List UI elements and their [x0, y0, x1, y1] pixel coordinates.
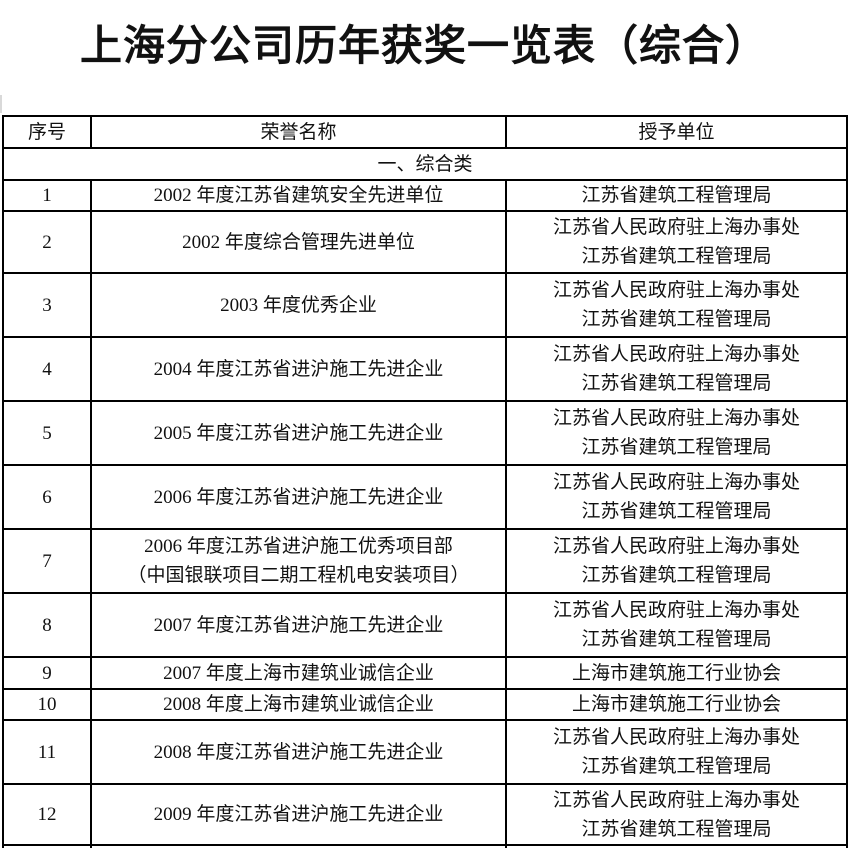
awarding-unit-line: 江苏省建筑工程管理局	[581, 818, 772, 840]
cutoff-cell	[2, 844, 92, 848]
row-index-cell: 6	[2, 464, 92, 530]
cutoff-cell	[505, 844, 848, 848]
honor-name-line: 2009 年度江苏省进沪施工先进企业	[153, 804, 444, 825]
scan-edge-artifact	[0, 95, 2, 113]
row-index-cell: 9	[2, 656, 92, 690]
table-row: 9 2007 年度上海市建筑业诚信企业 上海市建筑施工行业协会	[2, 656, 848, 690]
honor-name-cell: 2003 年度优秀企业	[90, 272, 507, 338]
column-header-awarding-unit: 授予单位	[505, 115, 848, 149]
honor-name-line: 2007 年度江苏省进沪施工先进企业	[153, 614, 444, 636]
table-row: 3 2003 年度优秀企业 江苏省人民政府驻上海办事处 江苏省建筑工程管理局	[2, 272, 848, 338]
cutoff-table-row	[2, 844, 848, 848]
row-index-cell: 7	[2, 528, 92, 594]
row-index-cell: 8	[2, 592, 92, 658]
row-index-cell: 3	[2, 272, 92, 338]
awarding-unit-cell: 江苏省人民政府驻上海办事处 江苏省建筑工程管理局	[505, 272, 848, 338]
awarding-unit-cell: 江苏省人民政府驻上海办事处 江苏省建筑工程管理局	[505, 783, 848, 846]
row-index-cell: 2	[2, 210, 92, 274]
honor-name-line: 2003 年度优秀企业	[220, 294, 377, 316]
table-row: 5 2005 年度江苏省进沪施工先进企业 江苏省人民政府驻上海办事处 江苏省建筑工程管…	[2, 400, 848, 466]
honor-name-cell: 2002 年度江苏省建筑安全先进单位	[90, 179, 507, 212]
honor-name-line: 2002 年度综合管理先进单位	[182, 231, 415, 253]
awarding-unit-line: 江苏省人民政府驻上海办事处	[552, 344, 800, 365]
honor-name-cell: 2006 年度江苏省进沪施工先进企业	[90, 464, 507, 530]
awarding-unit-line: 江苏省人民政府驻上海办事处	[552, 600, 800, 621]
table-row: 6 2006 年度江苏省进沪施工先进企业 江苏省人民政府驻上海办事处 江苏省建筑工程管…	[2, 464, 848, 530]
awarding-unit-line: 江苏省人民政府驻上海办事处	[552, 536, 800, 557]
honor-name-cell: 2009 年度江苏省进沪施工先进企业	[90, 783, 507, 846]
table-row: 12 2009 年度江苏省进沪施工先进企业 江苏省人民政府驻上海办事处 江苏省建筑工程…	[2, 783, 848, 846]
row-index-cell: 4	[2, 336, 92, 402]
awarding-unit-cell: 江苏省人民政府驻上海办事处 江苏省建筑工程管理局	[505, 336, 848, 402]
awarding-unit-cell: 江苏省人民政府驻上海办事处 江苏省建筑工程管理局	[505, 592, 848, 658]
awarding-unit-line: 江苏省建筑工程管理局	[581, 501, 772, 522]
awarding-unit-line: 上海市建筑施工行业协会	[571, 662, 781, 684]
honor-name-line: 2007 年度上海市建筑业诚信企业	[163, 662, 434, 684]
row-index-cell: 12	[2, 783, 92, 846]
awarding-unit-cell: 江苏省人民政府驻上海办事处 江苏省建筑工程管理局	[505, 400, 848, 466]
table-row: 7 2006 年度江苏省进沪施工优秀项目部 （中国银联项目二期工程机电安装项目） 江苏…	[2, 528, 848, 594]
table-row: 8 2007 年度江苏省进沪施工先进企业 江苏省人民政府驻上海办事处 江苏省建筑工程管…	[2, 592, 848, 658]
table-header-row: 序号 荣誉名称 授予单位	[2, 115, 848, 149]
honor-name-cell: 2002 年度综合管理先进单位	[90, 210, 507, 274]
page-title: 上海分公司历年获奖一览表（综合）	[79, 24, 768, 70]
table-row: 10 2008 年度上海市建筑业诚信企业 上海市建筑施工行业协会	[2, 688, 848, 721]
honor-name-line: （中国银联项目二期工程机电安装项目）	[127, 565, 470, 586]
honor-name-cell: 2005 年度江苏省进沪施工先进企业	[90, 400, 507, 466]
awarding-unit-cell: 江苏省人民政府驻上海办事处 江苏省建筑工程管理局	[505, 528, 848, 594]
honor-name-line: 2006 年度江苏省进沪施工优秀项目部	[144, 536, 453, 557]
table-row: 4 2004 年度江苏省进沪施工先进企业 江苏省人民政府驻上海办事处 江苏省建筑工程管…	[2, 336, 848, 402]
awarding-unit-line: 江苏省人民政府驻上海办事处	[552, 217, 800, 238]
cutoff-cell	[90, 844, 507, 848]
awarding-unit-line: 江苏省人民政府驻上海办事处	[552, 789, 800, 811]
awarding-unit-cell: 上海市建筑施工行业协会	[505, 688, 848, 721]
honor-name-cell: 2007 年度上海市建筑业诚信企业	[90, 656, 507, 690]
table-row: 1 2002 年度江苏省建筑安全先进单位 江苏省建筑工程管理局	[2, 179, 848, 212]
row-index-cell: 1	[2, 179, 92, 212]
awarding-unit-line: 江苏省建筑工程管理局	[581, 309, 772, 330]
honor-name-cell: 2004 年度江苏省进沪施工先进企业	[90, 336, 507, 402]
awarding-unit-cell: 江苏省人民政府驻上海办事处 江苏省建筑工程管理局	[505, 464, 848, 530]
awarding-unit-line: 江苏省建筑工程管理局	[581, 437, 772, 458]
awards-table: 序号 荣誉名称 授予单位 一、综合类 1 2002 年度江苏省建筑安全先进单位 江苏…	[2, 115, 848, 848]
awarding-unit-line: 江苏省建筑工程管理局	[581, 373, 772, 394]
awarding-unit-cell: 江苏省人民政府驻上海办事处 江苏省建筑工程管理局	[505, 210, 848, 274]
honor-name-cell: 2008 年度上海市建筑业诚信企业	[90, 688, 507, 721]
column-header-honor-name: 荣誉名称	[90, 115, 507, 149]
awarding-unit-cell: 江苏省建筑工程管理局	[505, 179, 848, 212]
awarding-unit-line: 江苏省建筑工程管理局	[581, 246, 772, 267]
table-row: 2 2002 年度综合管理先进单位 江苏省人民政府驻上海办事处 江苏省建筑工程管理局	[2, 210, 848, 274]
column-header-index: 序号	[2, 115, 92, 149]
honor-name-line: 2008 年度上海市建筑业诚信企业	[163, 694, 434, 715]
awarding-unit-line: 江苏省建筑工程管理局	[581, 565, 772, 586]
honor-name-line: 2005 年度江苏省进沪施工先进企业	[153, 422, 444, 444]
awarding-unit-line: 江苏省人民政府驻上海办事处	[552, 408, 800, 429]
awarding-unit-line: 江苏省人民政府驻上海办事处	[552, 472, 800, 493]
awarding-unit-line: 江苏省建筑工程管理局	[581, 185, 772, 206]
honor-name-line: 2006 年度江苏省进沪施工先进企业	[153, 486, 444, 508]
section-header-cell: 一、综合类	[2, 147, 848, 181]
honor-name-cell: 2007 年度江苏省进沪施工先进企业	[90, 592, 507, 658]
honor-name-cell: 2006 年度江苏省进沪施工优秀项目部 （中国银联项目二期工程机电安装项目）	[90, 528, 507, 594]
awarding-unit-cell: 江苏省人民政府驻上海办事处 江苏省建筑工程管理局	[505, 719, 848, 785]
awarding-unit-line: 江苏省人民政府驻上海办事处	[552, 727, 800, 748]
row-index-cell: 5	[2, 400, 92, 466]
honor-name-line: 2008 年度江苏省进沪施工先进企业	[153, 741, 444, 763]
honor-name-cell: 2008 年度江苏省进沪施工先进企业	[90, 719, 507, 785]
awarding-unit-line: 江苏省人民政府驻上海办事处	[552, 280, 800, 301]
row-index-cell: 11	[2, 719, 92, 785]
honor-name-line: 2004 年度江苏省进沪施工先进企业	[153, 358, 444, 380]
row-index-cell: 10	[2, 688, 92, 721]
section-header-row: 一、综合类	[2, 147, 848, 181]
awarding-unit-cell: 上海市建筑施工行业协会	[505, 656, 848, 690]
table-row: 11 2008 年度江苏省进沪施工先进企业 江苏省人民政府驻上海办事处 江苏省建筑工程…	[2, 719, 848, 785]
awarding-unit-line: 上海市建筑施工行业协会	[571, 694, 781, 715]
awarding-unit-line: 江苏省建筑工程管理局	[581, 629, 772, 650]
honor-name-line: 2002 年度江苏省建筑安全先进单位	[153, 185, 444, 206]
awarding-unit-line: 江苏省建筑工程管理局	[581, 756, 772, 777]
